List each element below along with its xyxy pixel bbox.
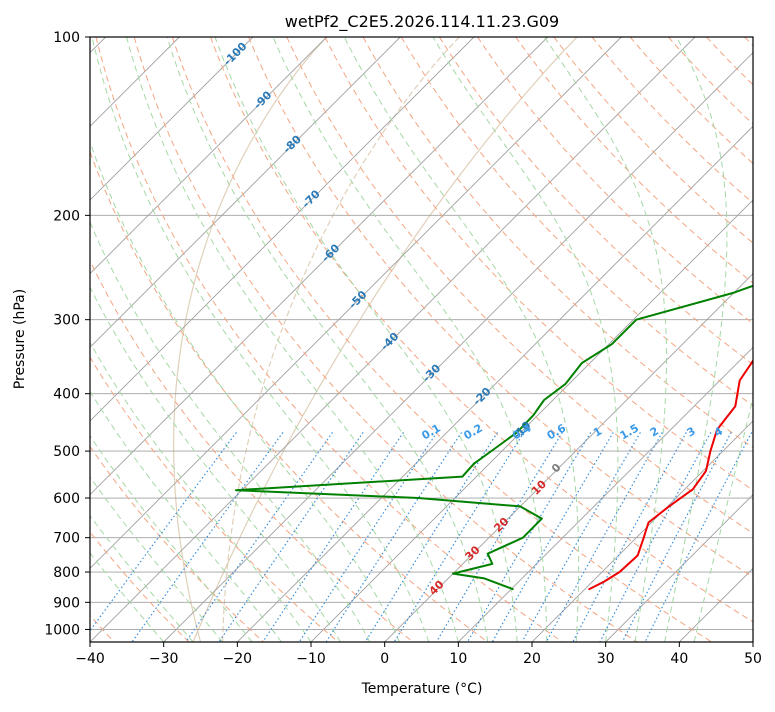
isotherm-label: -20 <box>470 385 493 408</box>
temperature-line <box>589 37 775 589</box>
dry-adiabat-line <box>0 37 338 642</box>
moist-adiabat-line <box>273 37 547 642</box>
mixing-ratio-line <box>436 432 562 642</box>
mixing-ratio-label: 1 <box>591 424 604 439</box>
isotherm-line <box>0 37 400 642</box>
x-tick-label: −30 <box>149 651 179 667</box>
mixing-ratio-line <box>82 432 237 642</box>
moist-adiabat-line <box>433 37 618 642</box>
isotherm-label: -80 <box>281 133 304 156</box>
mixing-ratio-line <box>365 432 497 642</box>
y-axis-title: Pressure (hPa) <box>12 289 28 389</box>
dry-adiabat-line <box>554 37 775 642</box>
moist-adiabat-line <box>0 37 282 642</box>
mixing-ratio-line <box>132 432 283 642</box>
moist-adiabat-line <box>0 37 252 642</box>
isotherm-label: -60 <box>319 241 342 264</box>
adiabat-label: 40 <box>427 578 447 598</box>
isotherm-line <box>753 37 775 642</box>
adiabat-label: 30 <box>463 543 483 563</box>
zero-label: 0 <box>549 461 564 476</box>
y-tick-label: 300 <box>53 313 80 329</box>
dry-adiabat-line <box>745 37 775 642</box>
y-tick-label: 200 <box>53 208 80 224</box>
mixing-ratio-line <box>326 432 462 642</box>
isotherm-label: -70 <box>300 187 323 210</box>
y-tick-label: 800 <box>53 565 80 581</box>
isotherm-line <box>0 37 253 642</box>
x-tick-label: −10 <box>296 651 326 667</box>
y-tick-label: 1000 <box>44 622 80 638</box>
dry-adiabat-line <box>58 37 488 642</box>
y-tick-label: 600 <box>53 491 80 507</box>
dry-adiabat-line <box>0 37 264 642</box>
mixing-ratio-label: 1.5 <box>618 421 641 442</box>
moist-adiabat-line <box>694 37 775 642</box>
moist-adiabat-line <box>344 37 579 642</box>
dry-adiabat-line <box>172 37 711 642</box>
isotherm-line <box>311 37 775 642</box>
dry-adiabat-line <box>0 37 189 642</box>
x-tick-label: 20 <box>523 651 541 667</box>
mixing-ratio-line <box>600 432 711 642</box>
background-arc <box>223 37 460 642</box>
x-tick-label: 0 <box>380 651 389 667</box>
x-tick-label: 40 <box>670 651 688 667</box>
moist-adiabat-line <box>62 37 399 642</box>
y-tick-label: 700 <box>53 531 80 547</box>
dry-adiabat-line <box>478 37 775 642</box>
x-tick-label: 10 <box>449 651 467 667</box>
mixing-ratio-line <box>186 432 333 642</box>
mixing-ratio-line <box>468 432 591 642</box>
moist-adiabat-line <box>0 37 223 642</box>
sounding-lines <box>236 37 775 589</box>
dry-adiabat-line <box>707 37 775 642</box>
isotherm-label: -50 <box>346 288 369 311</box>
isotherm-line <box>237 37 775 642</box>
mixing-ratio-label: 6 <box>752 424 765 439</box>
mixing-ratio-line <box>263 432 404 642</box>
x-tick-label: 30 <box>597 651 615 667</box>
y-tick-label: 400 <box>53 387 80 403</box>
x-tick-label: −20 <box>223 651 253 667</box>
moist-adiabat-line <box>12 37 341 642</box>
mixing-ratio-label: 3 <box>685 424 698 439</box>
x-axis-title: Temperature (°C) <box>361 681 483 697</box>
y-tick-label: 900 <box>53 595 80 611</box>
isotherm-label: -100 <box>221 39 250 68</box>
mixing-ratio-line <box>394 432 524 642</box>
isotherm-line <box>0 37 474 642</box>
mixing-ratio-label: 0.6 <box>545 421 569 442</box>
y-tick-label: 100 <box>53 30 80 46</box>
isotherm-label: -40 <box>378 330 401 353</box>
dry-adiabat-line <box>20 37 413 642</box>
moist-adiabat-line <box>0 37 311 642</box>
moist-adiabat-line <box>36 37 370 642</box>
isotherm-line <box>679 37 775 642</box>
x-tick-label: −40 <box>75 651 105 667</box>
isotherm-line <box>606 37 775 642</box>
moist-adiabat-line <box>167 37 488 642</box>
mixing-ratio-line <box>573 432 687 642</box>
moist-adiabat-line <box>92 37 429 642</box>
mixing-ratio-label: 0.4 <box>510 421 534 442</box>
moist-adiabat-line <box>665 37 727 642</box>
dry-adiabat-line <box>592 37 775 642</box>
mixing-ratio-label: 2 <box>648 424 661 439</box>
background-arc <box>174 37 327 642</box>
y-tick-label: 500 <box>53 444 80 460</box>
dry-adiabat-line <box>439 37 775 642</box>
mixing-ratio-label: 0.2 <box>461 421 484 442</box>
moist-adiabat-line <box>0 37 193 642</box>
isotherm-line <box>532 37 775 642</box>
dewpoint-line <box>236 37 775 589</box>
chart-title: wetPf2_C2E5.2026.114.11.23.G09 <box>285 12 559 32</box>
dry-adiabat-line <box>668 37 775 642</box>
x-tick-label: 50 <box>744 651 762 667</box>
